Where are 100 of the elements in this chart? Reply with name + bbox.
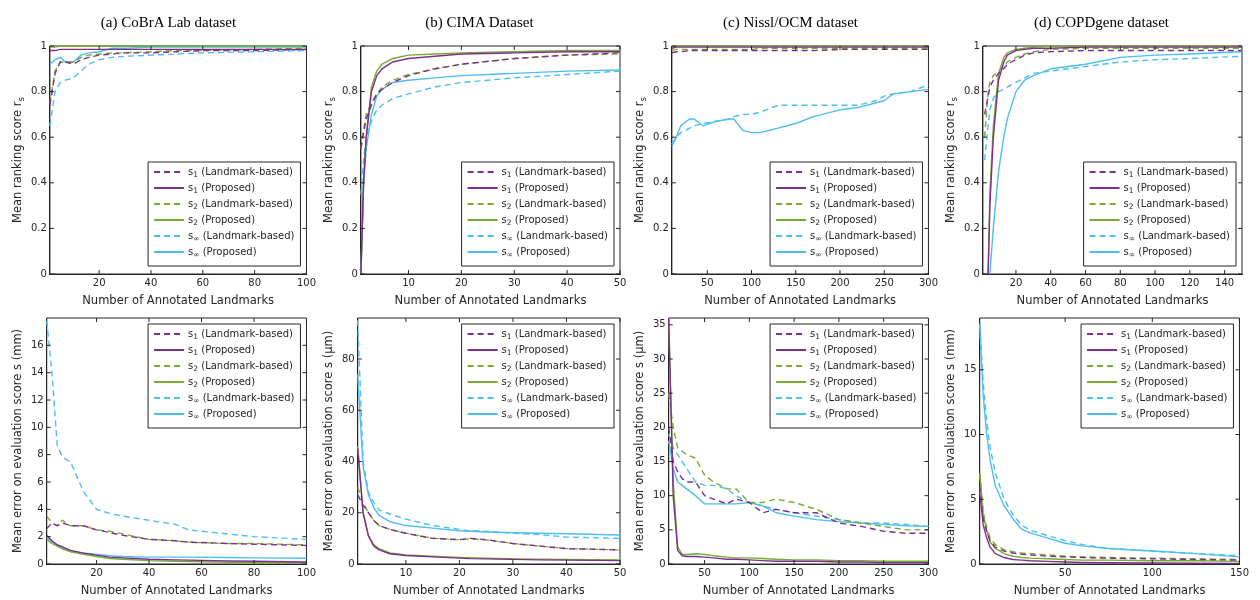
x-tick-label: 40 [142,566,156,578]
x-tick-label: 50 [613,566,627,578]
x-tick-label: 80 [248,276,261,288]
x-tick-label: 300 [918,566,938,578]
y-tick-label: 0.4 [342,176,358,188]
y-tick-label: 2 [37,530,44,542]
y-tick-label: 14 [30,366,44,378]
x-tick-label: 100 [296,566,316,578]
x-tick-label: 30 [507,276,521,288]
y-axis-title: Mean error on evaluation score s (mm) [9,328,24,554]
y-tick-label: 0.8 [342,85,358,97]
x-tick-label: 50 [1058,566,1072,578]
y-tick-label: 35 [652,318,666,330]
x-tick-label: 40 [1044,276,1058,288]
y-tick-label: 12 [30,393,44,405]
x-tick-label: 100 [296,276,316,288]
x-tick-label: 50 [700,276,714,288]
x-tick-label: 300 [918,276,938,288]
x-axis-title: Number of Annotated Landmarks [702,582,895,597]
y-tick-label: 0.4 [964,176,980,188]
x-tick-label: 250 [874,276,894,288]
y-tick-label: 0.2 [653,221,669,233]
x-tick-label: 100 [1142,566,1162,578]
y-tick-label: 0 [37,557,44,569]
x-tick-label: 10 [402,276,415,288]
y-tick-label: 80 [341,352,355,364]
x-tick-label: 40 [144,276,158,288]
y-tick-label: 0 [659,557,666,569]
y-tick-label: 1 [973,39,980,51]
y-tick-label: 0.8 [31,85,47,97]
chart-title: (b) CIMA Dataset [425,13,535,31]
y-tick-label: 20 [652,420,666,432]
x-tick-label: 60 [196,276,210,288]
line-series [46,522,308,547]
chart-title: (c) Nissl/OCM dataset [723,13,859,31]
y-tick-label: 20 [341,506,355,518]
y-tick-label: 30 [652,352,666,364]
x-tick-label: 30 [506,566,520,578]
y-tick-label: 0.4 [31,176,47,188]
chart-title: (a) CoBrA Lab dataset [100,13,238,31]
y-tick-label: 0 [973,267,980,279]
y-tick-label: 0 [348,557,355,569]
y-tick-label: 1 [40,39,47,51]
x-tick-label: 20 [455,276,468,288]
y-axis-title: Mean error on evaluation score s (μm) [631,330,646,552]
y-axis-title: Mean error on evaluation score s (μm) [320,330,335,552]
y-tick-label: 8 [37,448,44,460]
y-tick-label: 1 [662,39,669,51]
y-tick-label: 5 [659,523,666,535]
x-tick-label: 100 [1145,276,1165,288]
x-axis-title: Number of Annotated Landmarks [704,292,897,307]
y-axis-title: Mean error on evaluation score s (mm) [942,328,957,554]
x-tick-label: 60 [1079,276,1092,288]
x-tick-label: 40 [560,566,573,578]
y-tick-label: 0.6 [342,130,358,142]
y-axis-title: Mean ranking score rs [942,96,960,223]
x-tick-label: 140 [1215,276,1235,288]
x-tick-label: 150 [1229,566,1249,578]
y-tick-label: 0.6 [31,130,47,142]
x-axis-title: Number of Annotated Landmarks [1016,292,1209,307]
y-tick-label: 0 [351,267,358,279]
y-tick-label: 4 [37,502,44,514]
x-tick-label: 20 [90,566,103,578]
y-tick-label: 0.8 [653,85,669,97]
x-tick-label: 100 [741,276,762,288]
y-axis-title: Mean ranking score rs [320,96,338,223]
y-tick-label: 15 [652,455,666,467]
line-series [357,319,621,540]
x-tick-label: 250 [874,566,894,578]
x-tick-label: 100 [739,566,759,578]
chart-title: (d) COPDgene dataset [1034,13,1170,31]
x-tick-label: 80 [247,566,261,578]
y-tick-label: 6 [37,475,44,487]
y-tick-label: 10 [30,420,44,432]
x-tick-label: 200 [829,566,849,578]
y-tick-label: 0.2 [964,221,980,233]
y-tick-label: 0.6 [964,130,980,142]
y-tick-label: 5 [970,492,977,504]
y-tick-label: 0.2 [31,221,47,233]
x-tick-label: 20 [1009,276,1023,288]
x-tick-label: 150 [784,566,804,578]
y-tick-label: 15 [963,363,977,375]
x-tick-label: 20 [92,276,106,288]
y-tick-label: 0.2 [342,221,358,233]
y-tick-label: 1 [351,39,358,51]
y-tick-label: 0 [40,267,47,279]
y-tick-label: 16 [30,338,44,350]
y-tick-label: 0 [662,267,669,279]
y-tick-label: 25 [652,386,666,398]
x-tick-label: 10 [399,566,413,578]
x-tick-label: 120 [1180,276,1200,288]
x-tick-label: 200 [830,276,850,288]
x-tick-label: 150 [786,276,806,288]
x-axis-title: Number of Annotated Landmarks [392,582,585,597]
x-tick-label: 50 [698,566,711,578]
line-series [46,320,308,541]
x-axis-title: Number of Annotated Landmarks [394,292,587,307]
x-axis-title: Number of Annotated Landmarks [80,582,273,597]
y-tick-label: 0 [970,557,977,569]
x-tick-label: 20 [453,566,466,578]
